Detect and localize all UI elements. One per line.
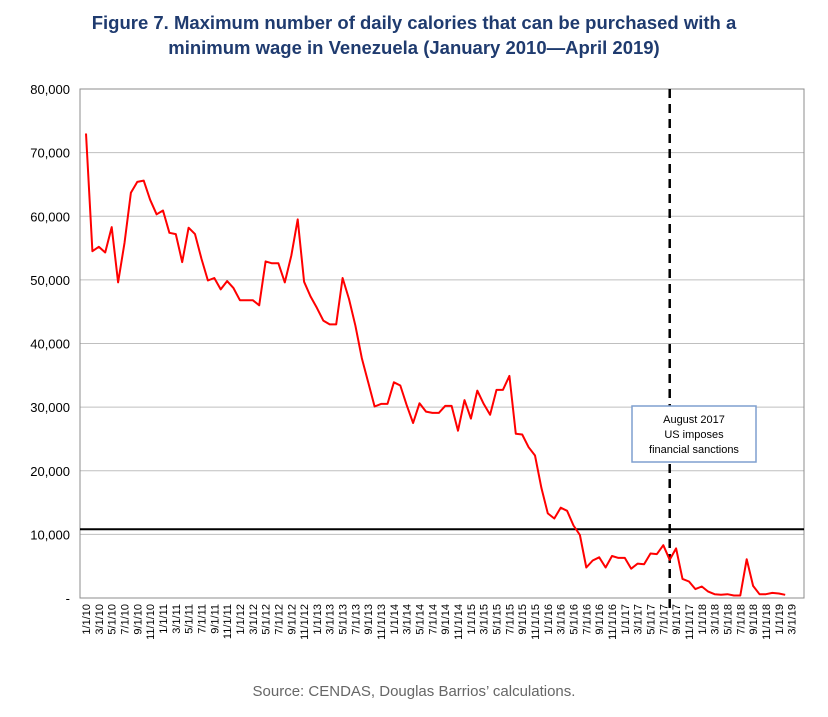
plot-border: [79, 88, 805, 599]
annotation-text: US imposes: [664, 429, 724, 441]
x-tick-label: 7/1/13: [350, 604, 362, 635]
y-tick-label: 50,000: [30, 273, 70, 288]
x-tick-label: 1/1/11: [158, 604, 170, 634]
x-tick-label: 3/1/17: [633, 604, 645, 635]
annotation-text: August 2017: [663, 414, 725, 426]
x-tick-label: 3/1/13: [325, 604, 337, 635]
x-tick-label: 9/1/10: [132, 604, 144, 635]
x-tick-label: 3/1/10: [94, 604, 106, 635]
x-tick-label: 9/1/12: [286, 604, 298, 635]
x-tick-label: 3/1/11: [171, 604, 183, 634]
series-line: [85, 133, 786, 597]
x-tick-label: 5/1/12: [261, 604, 273, 635]
x-tick-label: 9/1/14: [440, 604, 452, 635]
y-tick-label: 80,000: [30, 82, 70, 97]
x-tick-label: 11/1/15: [530, 604, 542, 640]
x-tick-label: 3/1/14: [402, 604, 414, 635]
x-tick-label: 11/1/14: [453, 604, 465, 640]
x-tick-label: 7/1/15: [504, 604, 516, 635]
chart-title-line-2: minimum wage in Venezuela (January 2010—…: [168, 37, 660, 58]
x-tick-label: 7/1/17: [658, 604, 670, 635]
x-tick-label: 11/1/11: [222, 604, 234, 639]
x-tick-label: 1/1/19: [774, 604, 786, 635]
x-tick-label: 11/1/16: [607, 604, 619, 640]
x-tick-label: 7/1/10: [120, 604, 132, 635]
chart-title: Figure 7. Maximum number of daily calori…: [0, 10, 828, 60]
x-tick-label: 7/1/11: [197, 604, 209, 634]
x-tick-label: 1/1/16: [543, 604, 555, 635]
x-tick-label: 9/1/18: [748, 604, 760, 635]
x-tick-label: 7/1/12: [273, 604, 285, 635]
x-tick-label: 11/1/13: [376, 604, 388, 640]
gridlines: [80, 88, 804, 535]
x-tick-label: 5/1/14: [415, 604, 427, 635]
x-tick-label: 3/1/19: [787, 604, 799, 635]
x-tick-label: 7/1/18: [735, 604, 747, 635]
x-tick-label: 5/1/11: [184, 604, 196, 634]
reference-lines: [80, 89, 804, 610]
x-tick-label: 5/1/17: [646, 604, 658, 635]
x-tick-label: 1/1/17: [620, 604, 632, 635]
x-tick-label: 1/1/15: [466, 604, 478, 635]
x-tick-label: 9/1/15: [517, 604, 529, 635]
x-tick-label: 3/1/12: [248, 604, 260, 635]
y-tick-label: 30,000: [30, 400, 70, 415]
x-tick-label: 7/1/16: [581, 604, 593, 635]
x-tick-label: 5/1/18: [722, 604, 734, 635]
x-tick-label: 9/1/13: [363, 604, 375, 635]
y-tick-label: 60,000: [30, 209, 70, 224]
annotation-text: financial sanctions: [649, 444, 739, 456]
series: [85, 133, 786, 597]
x-tick-label: 3/1/18: [710, 604, 722, 635]
x-axis-ticks: 1/1/10 3/1/10 5/1/10 7/1/10 9/1/10 11/1/10 1/1…: [81, 604, 799, 640]
x-tick-label: 11/1/18: [761, 604, 773, 640]
y-axis-ticks: - 10,000 20,000 30,000 40,000 50,000 60,000 70,…: [30, 82, 70, 606]
y-tick-label: -: [66, 591, 70, 606]
y-tick-label: 40,000: [30, 337, 70, 352]
axes: [79, 88, 805, 599]
x-tick-label: 5/1/10: [107, 604, 119, 635]
x-tick-label: 1/1/12: [235, 604, 247, 635]
chart-title-line-1: Figure 7. Maximum number of daily calori…: [91, 12, 737, 33]
x-tick-label: 3/1/16: [556, 604, 568, 635]
x-tick-label: 9/1/16: [594, 604, 606, 635]
line-chart: - 10,000 20,000 30,000 40,000 50,000 60,000 70,…: [30, 82, 805, 640]
x-tick-label: 1/1/13: [312, 604, 324, 635]
x-tick-label: 1/1/10: [81, 604, 93, 635]
x-tick-label: 7/1/14: [427, 604, 439, 635]
x-tick-label: 5/1/13: [338, 604, 350, 635]
x-tick-label: 11/1/17: [684, 604, 696, 640]
y-tick-label: 10,000: [30, 527, 70, 542]
x-tick-label: 5/1/16: [569, 604, 581, 635]
x-tick-label: 11/1/12: [299, 604, 311, 640]
y-tick-label: 70,000: [30, 146, 70, 161]
x-tick-label: 1/1/14: [389, 604, 401, 635]
x-tick-label: 3/1/15: [479, 604, 491, 635]
x-tick-label: 1/1/18: [697, 604, 709, 635]
annotation: August 2017 US imposes financial sanctions: [631, 405, 757, 463]
annotation-box: [631, 405, 757, 463]
x-tick-label: 5/1/15: [492, 604, 504, 635]
source-note: Source: CENDAS, Douglas Barrios’ calcula…: [252, 683, 576, 700]
x-tick-label: 9/1/17: [671, 604, 683, 635]
y-tick-label: 20,000: [30, 464, 70, 479]
x-tick-label: 11/1/10: [145, 604, 157, 640]
x-tick-label: 9/1/11: [209, 604, 221, 634]
